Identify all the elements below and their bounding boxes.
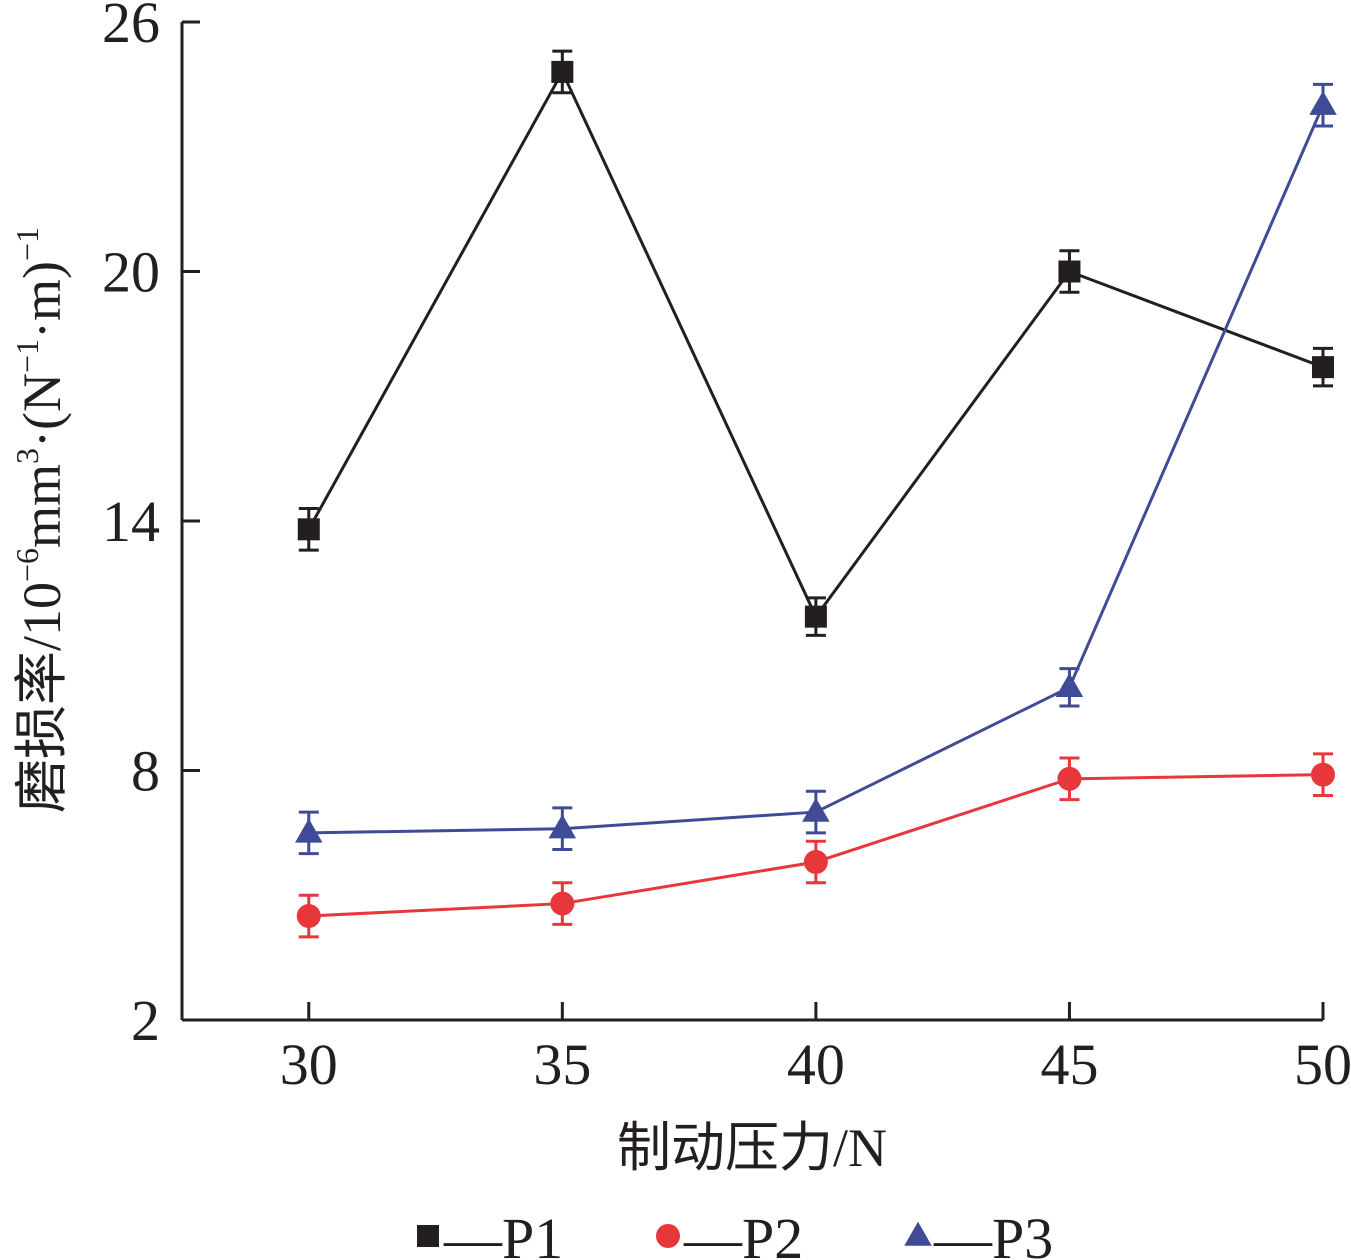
series-p1 — [297, 49, 1334, 637]
y-label-exp1: −6 — [9, 548, 45, 582]
x-tick-label: 50 — [1294, 1032, 1351, 1097]
data-point — [297, 518, 320, 541]
data-point — [1058, 260, 1081, 283]
legend-label: —P3 — [933, 1206, 1053, 1260]
legend: —P1 —P2 —P3 — [417, 1206, 1053, 1260]
y-tick-label: 2 — [131, 988, 160, 1053]
series-layer — [295, 49, 1337, 939]
y-label-mid1: mm — [12, 464, 72, 548]
x-axis-label: 制动压力/N — [617, 1118, 887, 1178]
series-p3 — [295, 82, 1337, 856]
data-point — [803, 849, 828, 874]
data-point — [548, 814, 577, 839]
series-p2 — [296, 752, 1335, 939]
data-point — [802, 797, 830, 822]
legend-item-p3: —P3 — [904, 1206, 1053, 1260]
data-point — [1309, 90, 1337, 115]
y-label-exp3: −1 — [9, 339, 45, 373]
data-point — [1312, 356, 1334, 379]
y-label-main: 磨损率/10 — [12, 582, 72, 813]
x-tick-label: 40 — [787, 1032, 845, 1097]
y-label-mid2: ·(N — [12, 373, 72, 448]
data-point — [295, 818, 323, 843]
y-tick-label: 20 — [102, 240, 160, 305]
data-point — [1311, 762, 1335, 787]
legend-marker — [656, 1224, 680, 1248]
data-point — [296, 904, 321, 929]
legend-marker — [904, 1221, 932, 1246]
x-tick-label: 35 — [533, 1032, 591, 1097]
y-label-exp2: 3 — [9, 448, 45, 464]
y-tick-label: 14 — [102, 489, 160, 554]
y-tick-label: 26 — [102, 0, 160, 55]
legend-label: —P2 — [683, 1206, 803, 1260]
legend-marker — [417, 1225, 439, 1247]
y-label-mid3: ·m) — [12, 261, 72, 339]
legend-label: —P1 — [443, 1206, 563, 1260]
data-point — [1057, 766, 1082, 791]
y-label-exp4: −1 — [9, 227, 45, 261]
y-tick-label: 8 — [131, 739, 160, 804]
data-point — [804, 605, 827, 628]
data-point — [551, 60, 574, 83]
y-axis-label: 磨损率/10−6mm3·(N−1·m)−1 — [9, 227, 72, 813]
axes: 2 8 14 20 26 30 35 40 45 50 — [102, 0, 1351, 1097]
x-tick-label: 30 — [280, 1032, 338, 1097]
data-point — [550, 891, 575, 916]
legend-item-p2: —P2 — [656, 1206, 803, 1260]
series-line — [307, 68, 1324, 620]
x-tick-label: 45 — [1040, 1032, 1098, 1097]
series-line — [308, 104, 1325, 835]
data-point — [1055, 673, 1084, 698]
legend-item-p1: —P1 — [417, 1206, 563, 1260]
